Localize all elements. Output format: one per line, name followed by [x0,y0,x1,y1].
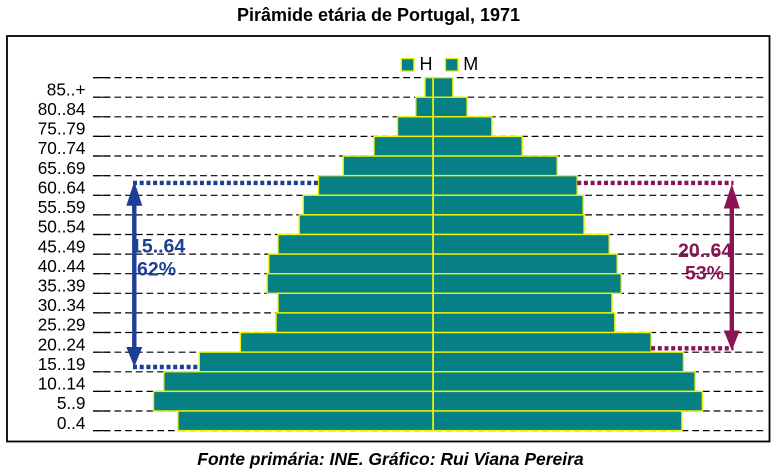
svg-text:M: M [463,54,478,74]
svg-text:35..39: 35..39 [38,276,86,296]
svg-text:50..54: 50..54 [38,217,86,237]
svg-text:45..49: 45..49 [38,236,86,256]
svg-text:5..9: 5..9 [57,393,86,413]
svg-text:80..84: 80..84 [38,99,86,119]
svg-text:20..24: 20..24 [38,334,86,354]
svg-text:25..29: 25..29 [38,315,86,335]
svg-text:62%: 62% [137,259,176,281]
svg-text:53%: 53% [685,262,724,284]
svg-text:65..69: 65..69 [38,158,86,178]
svg-text:10..14: 10..14 [38,374,86,394]
svg-text:20..64: 20..64 [678,240,732,262]
svg-text:Pirâmide etária de Portugal, 1: Pirâmide etária de Portugal, 1971 [237,5,520,25]
svg-text:30..34: 30..34 [38,295,86,315]
svg-text:60..64: 60..64 [38,178,86,198]
svg-text:55..59: 55..59 [38,197,86,217]
svg-text:15..19: 15..19 [38,354,86,374]
svg-text:0..4: 0..4 [57,413,86,433]
svg-text:H: H [420,54,433,74]
svg-text:70..74: 70..74 [38,138,86,158]
svg-text:Fonte primária: INE. Gráfico:: Fonte primária: INE. Gráfico: Rui Viana … [197,449,584,469]
svg-text:85..+: 85..+ [47,79,86,99]
svg-text:15..64: 15..64 [131,236,185,258]
svg-text:40..44: 40..44 [38,256,86,276]
svg-text:75..79: 75..79 [38,119,86,139]
